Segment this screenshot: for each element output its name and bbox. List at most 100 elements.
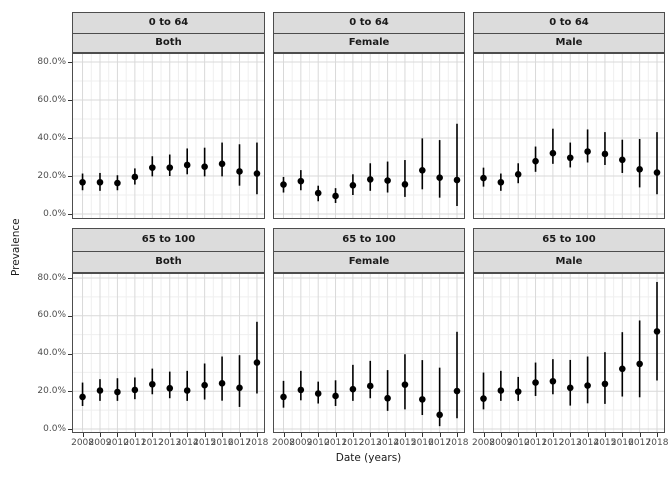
x-tick	[622, 433, 624, 437]
data-point	[601, 150, 609, 158]
x-tick	[370, 433, 372, 437]
data-point	[114, 388, 121, 396]
x-tick-label: 2015	[193, 438, 217, 448]
x-tick-label: 2008	[272, 438, 295, 448]
x-tick	[404, 433, 406, 437]
y-tick	[68, 62, 72, 63]
x-tick	[169, 433, 171, 437]
facet-strip-sex-label: Female	[274, 32, 464, 53]
data-point	[480, 395, 487, 402]
y-tick-label: 0.0%	[43, 208, 66, 219]
x-tick	[639, 433, 641, 437]
data-point	[236, 168, 243, 175]
data-point	[584, 148, 591, 155]
x-tick-label: 2017	[428, 438, 452, 448]
facet-strip-age-label: 0 to 64	[549, 17, 589, 29]
x-tick	[256, 433, 258, 437]
x-tick-label: 2013	[358, 438, 382, 448]
data-point	[566, 384, 574, 392]
data-point	[218, 380, 226, 387]
x-tick-label: 2018	[445, 438, 469, 448]
y-tick-label: 20.0%	[37, 385, 66, 396]
panel-canvas	[274, 274, 464, 432]
data-point	[253, 170, 261, 177]
x-tick-label: 2013	[558, 438, 582, 448]
data-point	[401, 181, 409, 188]
data-point	[201, 381, 208, 389]
x-tick-label: 2014	[376, 438, 400, 448]
x-tick	[222, 433, 224, 437]
data-point	[114, 179, 121, 187]
data-point	[280, 181, 287, 188]
x-tick	[318, 433, 320, 437]
y-tick	[68, 391, 72, 393]
x-tick-label: 2018	[645, 438, 669, 448]
panel-canvas	[474, 274, 664, 432]
x-tick	[552, 433, 554, 437]
data-point	[453, 387, 461, 395]
data-point	[96, 178, 104, 186]
facet-strip-sex-label: Both	[73, 32, 264, 53]
data-point	[532, 157, 539, 165]
data-point	[96, 387, 104, 394]
x-tick	[99, 433, 101, 437]
x-tick-label: 2010	[506, 438, 530, 448]
data-point	[280, 393, 287, 401]
data-point	[566, 154, 574, 162]
x-tick	[535, 433, 537, 437]
x-tick-label: 2011	[524, 438, 547, 448]
facet-strip-sex-label: Female	[274, 250, 464, 273]
x-tick-label: 2008	[472, 438, 495, 448]
data-point	[314, 189, 322, 197]
y-tick-label: 40.0%	[37, 132, 66, 143]
panel-canvas	[274, 54, 464, 218]
panel-canvas	[73, 274, 264, 432]
x-tick	[570, 433, 572, 437]
x-tick-label: 2017	[228, 438, 251, 448]
x-tick-label: 2014	[576, 438, 600, 448]
facet-strip-sex-label: Both	[73, 250, 264, 273]
data-point	[419, 396, 426, 403]
data-point	[79, 178, 86, 186]
data-point	[349, 385, 357, 393]
x-tick-label: 2010	[105, 438, 129, 448]
facet-panel	[273, 53, 465, 219]
data-point	[653, 328, 661, 335]
x-tick	[134, 433, 136, 437]
facet-strip-age-label: 65 to 100	[542, 234, 596, 246]
facet-strip: 0 to 64 Both	[72, 12, 265, 53]
x-tick	[117, 433, 119, 437]
y-tick-label: 40.0%	[37, 348, 66, 358]
y-tick	[68, 353, 72, 355]
data-point	[349, 182, 357, 189]
y-tick	[68, 138, 72, 139]
x-tick	[587, 433, 589, 437]
facet-panel	[273, 273, 465, 433]
data-point	[480, 174, 487, 182]
x-tick	[335, 433, 337, 437]
facet-strip: 65 to 100 Male	[473, 228, 665, 273]
x-tick-label: 2011	[324, 438, 347, 448]
y-tick	[68, 315, 72, 317]
data-point	[79, 393, 86, 401]
data-point	[314, 390, 322, 397]
data-point	[653, 169, 661, 176]
x-tick	[283, 433, 285, 437]
y-tick-label: 60.0%	[37, 94, 66, 105]
data-point	[636, 166, 643, 173]
facet-strip: 0 to 64 Female	[273, 12, 465, 53]
data-point	[453, 176, 461, 184]
data-point	[636, 360, 643, 368]
x-tick-label: 2012	[140, 438, 164, 448]
x-tick	[518, 433, 520, 437]
y-tick-label: 80.0%	[37, 272, 66, 283]
y-tick	[68, 429, 72, 430]
data-point	[253, 359, 261, 366]
y-tick	[68, 278, 72, 279]
facet-strip-sex-label: Male	[474, 250, 664, 273]
facet-strip-age-label: 65 to 100	[342, 234, 396, 246]
data-point	[514, 388, 522, 395]
y-tick-label: 0.0%	[43, 423, 66, 434]
